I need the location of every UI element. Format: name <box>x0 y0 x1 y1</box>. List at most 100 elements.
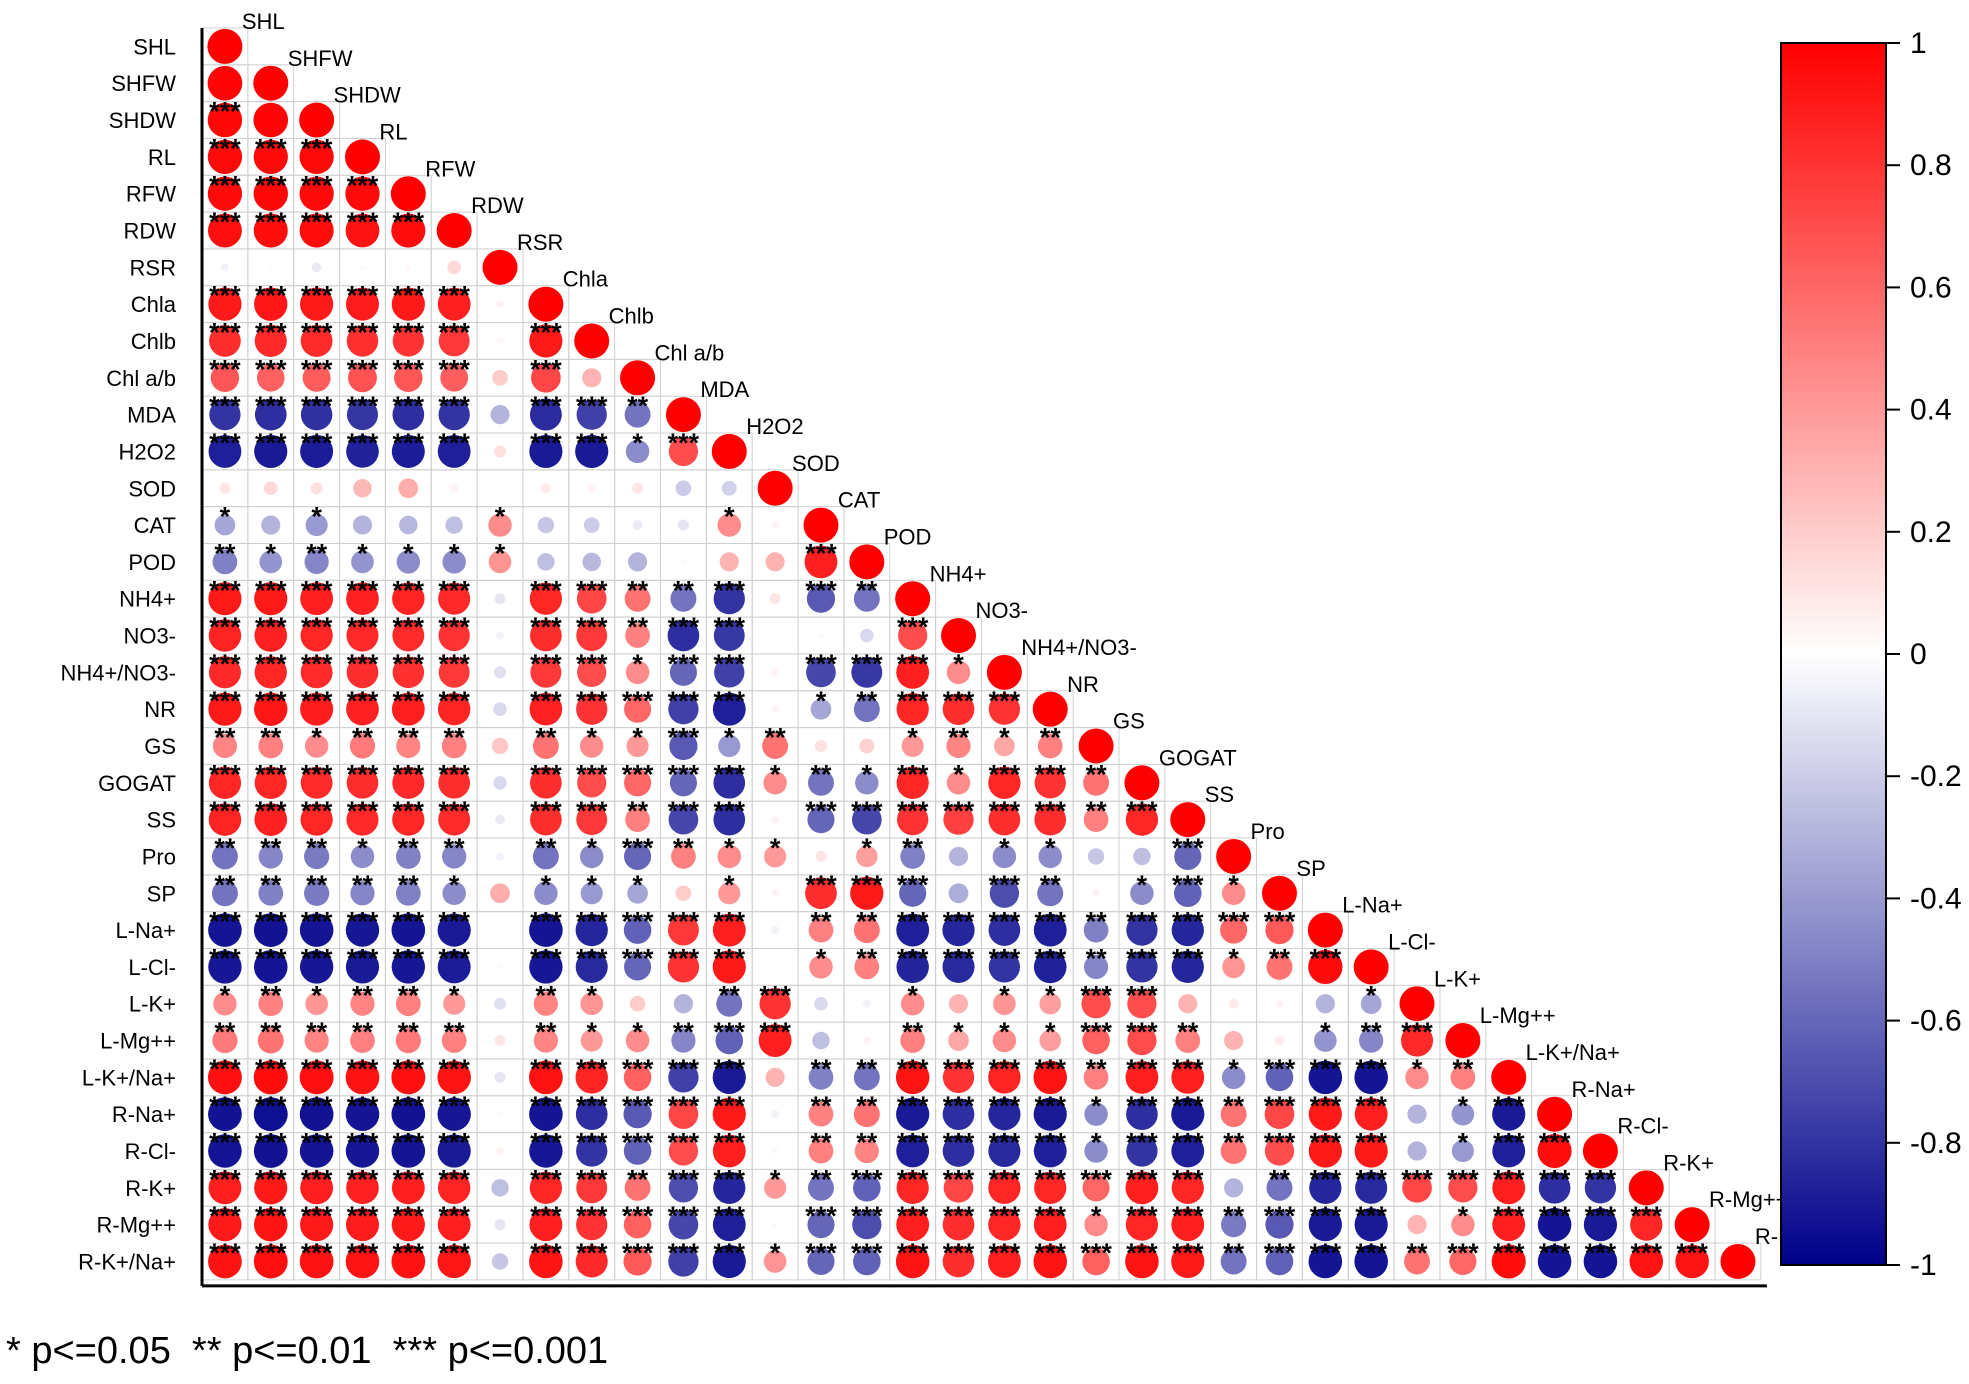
correlation-circle-SP-Pro <box>1221 881 1246 906</box>
correlation-circle-L-Cl--RDW <box>437 950 471 984</box>
correlation-circle-R-K+/Na+-H2O2 <box>712 1244 746 1279</box>
correlation-circle-MDA-RFW <box>392 398 425 431</box>
correlation-circle-RFW-SHDW <box>299 176 334 211</box>
correlation-circle-R-K+-RL <box>346 1171 379 1205</box>
correlation-circle-GOGAT-Chl a/b <box>624 769 652 797</box>
correlation-circle-NH4+-SHL <box>208 582 242 616</box>
significance-mark: *** <box>1126 1128 1158 1158</box>
significance-mark: *** <box>1126 980 1158 1010</box>
correlation-circle-L-Na+-NH4+/NO3- <box>988 914 1021 946</box>
correlation-circle-GOGAT-NH4+ <box>896 766 929 799</box>
correlation-circle-NR-MDA <box>668 694 699 725</box>
correlation-circle-SP-RSR <box>490 883 510 904</box>
correlation-circle-R-K+/Na+-SOD <box>763 1250 787 1273</box>
significance-mark: *** <box>438 575 470 605</box>
significance-mark: *** <box>943 1091 975 1121</box>
correlation-circle-L-K+/Na+-RDW <box>437 1060 471 1095</box>
correlation-circle-NO3--RL <box>346 619 379 652</box>
significance-mark: *** <box>897 1054 929 1084</box>
significance-mark: *** <box>1126 796 1158 826</box>
plot-axes <box>200 28 1767 1288</box>
correlation-circle-RSR-RSR <box>482 249 518 285</box>
significance-mark: * <box>449 538 460 568</box>
significance-mark: *** <box>1355 1091 1387 1121</box>
significance-mark: *** <box>209 97 241 127</box>
significance-mark: *** <box>301 1201 333 1231</box>
significance-mark: *** <box>1310 944 1342 974</box>
correlation-circle-NH4+-RDW <box>438 582 471 615</box>
significance-mark: *** <box>438 649 470 679</box>
significance-mark: *** <box>301 391 333 421</box>
correlation-circle-NH4+/NO3--SOD <box>771 668 780 677</box>
correlation-circle-R-K+/Na+-RL <box>345 1244 380 1279</box>
significance-mark: *** <box>851 1164 883 1194</box>
correlation-circle-R-K+/Na+-R-K+ <box>1629 1244 1664 1279</box>
colorbar-tick-label: 0 <box>1910 638 1927 671</box>
correlation-circle-SP-GS <box>1092 889 1100 898</box>
correlation-circle-SS-Chl a/b <box>625 807 650 832</box>
significance-mark: *** <box>347 759 379 789</box>
significance-mark: ** <box>306 870 328 900</box>
diagonal-label: RL <box>379 119 407 144</box>
significance-mark: *** <box>1310 1128 1342 1158</box>
correlation-circle-SS-SS <box>1170 802 1206 838</box>
correlation-circle-H2O2-RL <box>346 435 379 468</box>
correlation-circle-Chlb-RL <box>346 325 379 357</box>
significance-mark: *** <box>393 281 425 311</box>
significance-mark: *** <box>301 759 333 789</box>
significance-mark: * <box>632 723 643 753</box>
correlation-circle-NR-RFW <box>391 692 425 726</box>
correlation-circle-RFW-SHL <box>207 176 243 211</box>
significance-mark: *** <box>714 686 746 716</box>
correlation-circle-R-K+-NO3- <box>943 1172 974 1203</box>
significance-mark: * <box>907 980 918 1010</box>
significance-mark: *** <box>943 944 975 974</box>
correlation-circle-NH4+-Chl a/b <box>624 585 651 612</box>
significance-mark: ** <box>948 723 970 753</box>
correlation-circle-NH4+-SHDW <box>300 582 334 616</box>
correlation-circle-R-Mg++-RL <box>345 1208 379 1242</box>
correlation-circle-NH4+/NO3--NH4+ <box>896 655 930 689</box>
significance-mark: * <box>632 649 643 679</box>
correlation-circle-L-K+/Na+-SHFW <box>253 1060 288 1095</box>
colorbar-gradient <box>1780 42 1887 1266</box>
diagonal-label: SHL <box>242 9 285 34</box>
significance-mark: *** <box>301 318 333 348</box>
row-label: CAT <box>134 513 176 538</box>
correlation-circle-L-K+/Na+-POD <box>853 1064 880 1091</box>
significance-mark: *** <box>714 944 746 974</box>
significance-mark: *** <box>1126 1054 1158 1084</box>
correlation-circle-R-K+/Na+-MDA <box>668 1246 699 1277</box>
correlation-circle-NO3--RDW <box>438 619 470 652</box>
row-label: R-K+ <box>125 1176 176 1201</box>
correlation-circle-POD-MDA <box>680 558 687 565</box>
colorbar-tick-label: -0.4 <box>1910 882 1962 915</box>
significance-mark: *** <box>759 1017 791 1047</box>
significance-mark: *** <box>347 612 379 642</box>
correlation-circle-RSR-RL <box>359 264 366 271</box>
significance-mark: * <box>1045 980 1056 1010</box>
significance-mark: *** <box>668 796 700 826</box>
significance-mark: *** <box>1034 944 1066 974</box>
significance-mark: *** <box>714 649 746 679</box>
significance-mark: *** <box>393 428 425 458</box>
correlation-circle-RL-SHFW <box>253 139 288 175</box>
row-label: Chla <box>131 292 177 317</box>
correlation-circle-L-Cl--Chl a/b <box>624 953 652 981</box>
significance-mark: *** <box>347 428 379 458</box>
correlation-circle-R-Na+-GS <box>1084 1102 1108 1126</box>
significance-mark: ** <box>856 686 878 716</box>
correlation-circle-GOGAT-RDW <box>438 766 471 799</box>
significance-mark: * <box>724 870 735 900</box>
colorbar-ticks: 1 0.8 0.6 0.4 0.2 0 -0.2 -0.4 -0.6 -0.8 -1 <box>1886 27 1962 1282</box>
significance-mark: *** <box>897 907 929 937</box>
significance-mark: *** <box>209 944 241 974</box>
significance-mark: *** <box>576 907 608 937</box>
significance-mark: * <box>1045 1017 1056 1047</box>
correlation-circle-SP-SP <box>1261 875 1297 911</box>
diagonal-label: POD <box>884 524 932 549</box>
correlation-circle-Chl a/b-Chl a/b <box>620 360 656 396</box>
correlation-circle-H2O2-H2O2 <box>711 433 747 469</box>
significance-mark: *** <box>301 796 333 826</box>
significance-mark: *** <box>805 1201 837 1231</box>
